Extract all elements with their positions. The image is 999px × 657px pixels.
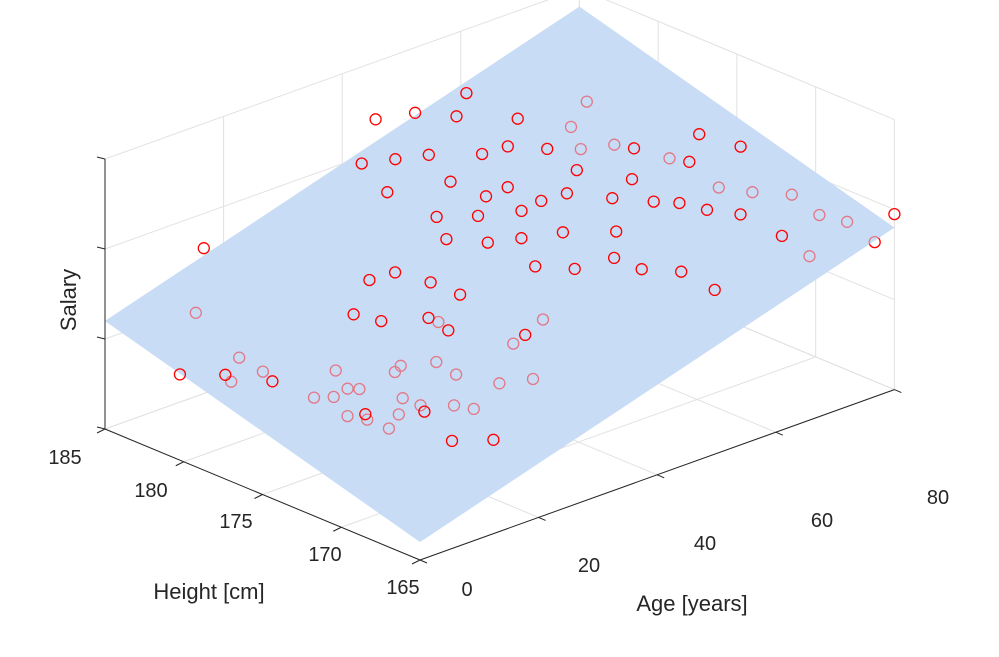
data-point [422, 148, 435, 161]
grid-line [605, 0, 895, 121]
x-tick-label: 0 [461, 579, 472, 601]
regression-plane-overlay [105, 6, 895, 543]
z-axis-tick [96, 336, 106, 340]
data-point [708, 283, 721, 297]
data-point [519, 328, 532, 342]
data-point [568, 262, 581, 276]
y-tick-label: 170 [308, 544, 341, 566]
x-tick-label: 20 [578, 555, 600, 577]
z-axis-tick [96, 426, 106, 430]
x-axis-tick [419, 559, 428, 564]
data-point [381, 186, 394, 199]
data-point [173, 368, 187, 381]
data-point [570, 163, 583, 177]
data-point [481, 236, 494, 249]
y-axis-tick [254, 494, 263, 499]
data-point [442, 324, 455, 337]
data-point [440, 232, 453, 246]
grid-line [104, 0, 550, 160]
y-tick-label: 180 [134, 480, 167, 502]
data-point [700, 203, 714, 216]
points-above-plane [173, 86, 901, 448]
y-axis-label: Height [cm] [153, 579, 264, 604]
data-point [675, 265, 688, 278]
data-point [355, 157, 368, 170]
y-axis-tick [333, 526, 342, 532]
x-axis-label: Age [years] [636, 591, 747, 616]
age-tick-labels: 0 20 40 60 80 [461, 487, 949, 601]
data-point [408, 106, 422, 119]
data-point [445, 434, 459, 448]
data-point [734, 140, 747, 153]
data-point [560, 187, 574, 200]
x-axis-tick [894, 389, 902, 394]
data-point [450, 110, 463, 123]
z-axis-tick [96, 156, 106, 160]
data-point [363, 273, 376, 287]
y-axis-tick [96, 428, 106, 434]
data-point [529, 260, 542, 273]
data-point [475, 147, 489, 161]
height-tick-labels: 165 170 175 180 185 [48, 447, 419, 599]
data-point [197, 242, 210, 255]
data-point [647, 195, 660, 208]
data-point [556, 226, 570, 239]
data-point [430, 210, 443, 224]
data-point [389, 153, 402, 166]
y-axis-tick [411, 559, 421, 565]
x-axis-tick [657, 474, 665, 479]
data-point [683, 155, 696, 168]
data-point [479, 190, 493, 203]
y-tick-label: 185 [48, 447, 81, 469]
data-point [625, 173, 639, 186]
data-point [607, 251, 621, 265]
data-point [501, 140, 514, 153]
data-point [487, 433, 500, 446]
x-axis-tick [775, 431, 783, 436]
data-point [627, 142, 641, 155]
data-point [635, 263, 648, 276]
data-point [734, 208, 747, 221]
z-axis-label: Salary [56, 269, 81, 331]
data-point [693, 128, 706, 141]
x-tick-label: 80 [927, 487, 949, 509]
data-point [775, 229, 789, 243]
data-point [511, 112, 524, 125]
data-point [673, 196, 686, 210]
data-point [610, 225, 623, 238]
data-point [888, 207, 901, 221]
data-point [418, 405, 431, 418]
data-point [453, 288, 467, 301]
data-point [359, 408, 372, 421]
data-point [347, 308, 360, 321]
data-point [541, 142, 554, 156]
regression-plane-veil [105, 6, 895, 543]
y-tick-label: 165 [386, 577, 419, 599]
axes [96, 156, 902, 565]
data-point [444, 175, 457, 188]
x-axis-tick [538, 516, 546, 521]
data-point [422, 311, 435, 325]
data-point [460, 86, 473, 100]
data-point [266, 375, 279, 388]
data-point [515, 232, 528, 245]
x-tick-label: 60 [811, 510, 833, 532]
data-point [515, 204, 528, 218]
data-point [424, 276, 437, 289]
data-point [219, 368, 232, 381]
data-point [501, 181, 514, 194]
data-point [388, 266, 402, 279]
z-axis-tick [96, 246, 106, 250]
y-tick-label: 175 [219, 511, 252, 533]
data-point [369, 113, 382, 126]
data-point [375, 314, 388, 328]
data-point [471, 209, 485, 223]
data-point [606, 192, 619, 205]
y-axis-tick [175, 461, 184, 467]
data-point [535, 194, 548, 208]
x-tick-label: 40 [694, 533, 716, 555]
